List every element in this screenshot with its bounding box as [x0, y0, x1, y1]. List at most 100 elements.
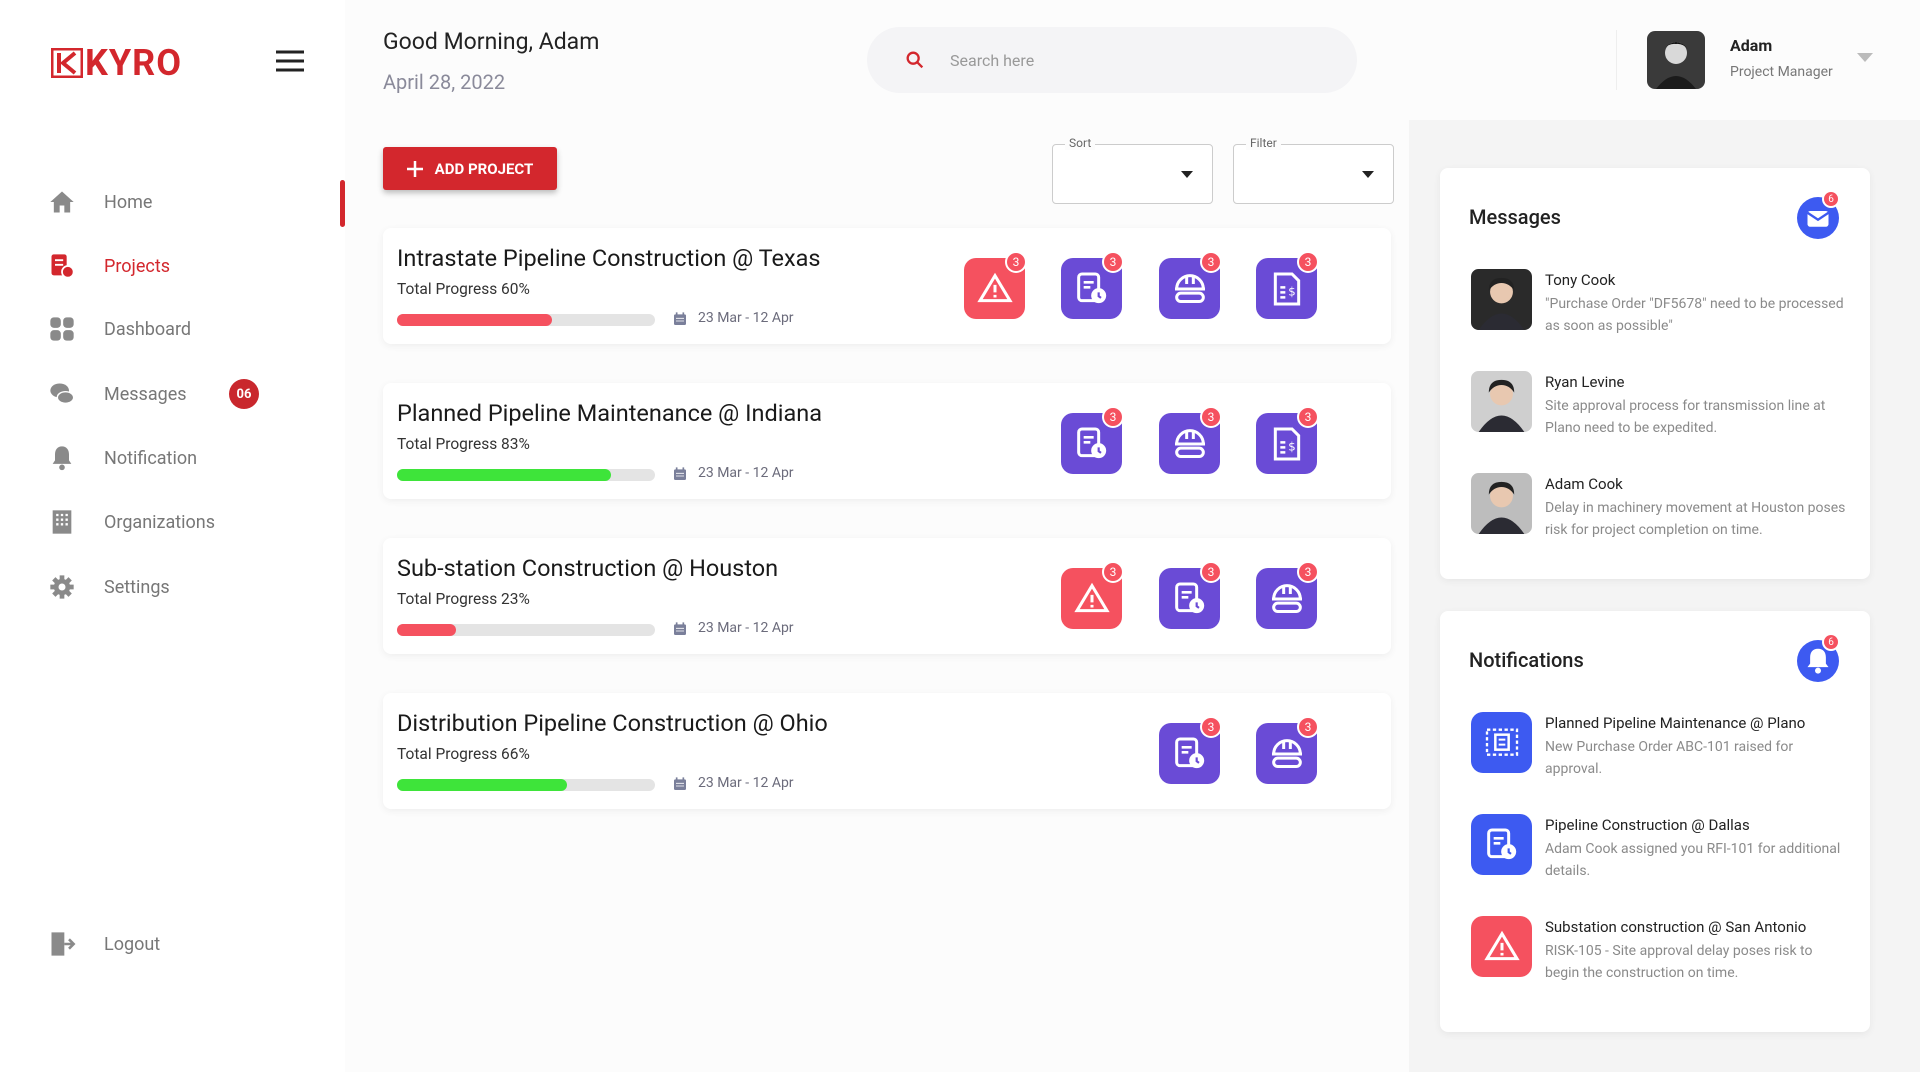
count-badge: 3: [1297, 251, 1319, 273]
calendar-icon-glyph: [674, 467, 686, 480]
avatar: [1471, 269, 1532, 334]
project-title: Intrastate Pipeline Construction @ Texas: [397, 244, 821, 272]
safety-glyph: [1174, 428, 1205, 458]
progress-track: [397, 779, 655, 791]
nav-label: Projects: [104, 255, 170, 277]
nav-item[interactable]: Settings: [48, 567, 308, 607]
project-card[interactable]: Distribution Pipeline Construction @ Ohi…: [383, 693, 1391, 809]
notification-text: New Purchase Order ABC-101 raised for ap…: [1545, 739, 1794, 777]
svg-text:$: $: [1288, 439, 1295, 453]
add-project-button[interactable]: ADD PROJECT: [383, 147, 557, 190]
risk-glyph: [976, 272, 1013, 302]
user-menu-caret[interactable]: [1857, 53, 1873, 63]
notification-title: Planned Pipeline Maintenance @ Plano: [1545, 714, 1806, 732]
notification-text: RISK-105 - Site approval delay poses ris…: [1545, 943, 1813, 981]
menu-button[interactable]: [276, 50, 304, 72]
add-project-label: ADD PROJECT: [434, 159, 534, 178]
plus-icon: [406, 160, 423, 177]
progress-label: Total Progress 83%: [397, 435, 530, 453]
risk-glyph: [1483, 930, 1520, 960]
nav-item[interactable]: Dashboard: [48, 309, 308, 349]
project-title: Distribution Pipeline Construction @ Ohi…: [397, 709, 828, 737]
rfi-glyph: [1174, 582, 1204, 613]
count-badge: 3: [1200, 561, 1222, 583]
date-range: 23 Mar - 12 Apr: [698, 465, 794, 481]
nav-label: Messages: [104, 383, 187, 405]
user-role: Project Manager: [1730, 64, 1833, 80]
rfi-glyph: [1486, 828, 1516, 859]
message-text: Site approval process for transmission l…: [1545, 398, 1826, 436]
rfi-glyph: [1076, 272, 1106, 303]
logout-icon-glyph: [51, 932, 76, 956]
nav-icon: [48, 252, 76, 284]
user-name: Adam: [1730, 36, 1773, 55]
notifications-title: Notifications: [1469, 648, 1584, 672]
nav-badge: 06: [229, 379, 259, 409]
search-placeholder: Search here: [950, 50, 1035, 70]
nav-item[interactable]: Notification: [48, 438, 308, 478]
progress-fill: [397, 469, 612, 481]
sort-select[interactable]: Sort: [1052, 136, 1213, 204]
nav-item[interactable]: Organizations: [48, 502, 308, 542]
doc-glyph: $: [1273, 272, 1300, 305]
notification-title: Pipeline Construction @ Dallas: [1545, 816, 1750, 834]
project-card[interactable]: Sub-station Construction @ Houston Total …: [383, 538, 1391, 654]
progress-track: [397, 469, 655, 481]
brand[interactable]: KYRO: [51, 42, 182, 84]
message-text: Delay in machinery movement at Houston p…: [1545, 500, 1846, 538]
count-badge: 3: [1200, 251, 1222, 273]
nav-item[interactable]: Projects: [48, 246, 308, 286]
search-box[interactable]: Search here: [867, 27, 1357, 93]
calendar-icon-glyph: [674, 312, 686, 325]
nav-icon-glyph: [51, 254, 75, 279]
avatar-glyph: [1471, 371, 1532, 432]
progress-label: Total Progress 23%: [397, 590, 530, 608]
nav-icon: [48, 380, 76, 412]
nav-icon-glyph: [52, 446, 72, 471]
date-range: 23 Mar - 12 Apr: [698, 620, 794, 636]
greeting: Good Morning, Adam: [383, 28, 600, 55]
rfi-glyph: [1174, 737, 1204, 768]
avatar: [1471, 473, 1532, 538]
notifications-badge: 6: [1822, 633, 1840, 651]
nav-label: Notification: [104, 447, 198, 469]
user-avatar[interactable]: [1647, 31, 1705, 89]
date-range: 23 Mar - 12 Apr: [698, 775, 794, 791]
svg-text:$: $: [1288, 284, 1295, 298]
nav-label: Settings: [104, 576, 170, 598]
notification-title: Substation construction @ San Antonio: [1545, 918, 1807, 936]
messages-title: Messages: [1469, 205, 1561, 229]
nav-item[interactable]: Home: [48, 182, 308, 222]
logout[interactable]: Logout: [48, 924, 308, 964]
plan-icon[interactable]: [1471, 712, 1532, 773]
filter-select[interactable]: Filter: [1233, 136, 1394, 204]
safety-glyph: [1271, 738, 1302, 768]
risk-glyph: [1073, 582, 1110, 612]
sender-name: Ryan Levine: [1545, 373, 1625, 391]
sort-label: Sort: [1065, 136, 1096, 150]
count-badge: 3: [1005, 251, 1027, 273]
nav-icon: [48, 315, 76, 347]
risk-icon[interactable]: [1471, 916, 1532, 977]
rfi-icon[interactable]: [1471, 814, 1532, 875]
nav-item[interactable]: Messages 06: [48, 374, 308, 414]
calendar-icon: [672, 776, 688, 796]
calendar-icon: [672, 466, 688, 486]
doc-glyph: $: [1273, 427, 1300, 460]
safety-glyph: [1271, 583, 1302, 613]
search-icon: [906, 51, 924, 69]
avatar-glyph: [1471, 269, 1532, 330]
project-card[interactable]: Planned Pipeline Maintenance @ Indiana To…: [383, 383, 1391, 499]
sender-name: Adam Cook: [1545, 475, 1623, 493]
progress-fill: [397, 314, 552, 326]
notification-text: Adam Cook assigned you RFI-101 for addit…: [1545, 841, 1841, 879]
logout-icon: [48, 930, 76, 962]
rfi-icon[interactable]: [1159, 723, 1220, 784]
rfi-glyph: [1076, 427, 1106, 458]
calendar-icon: [672, 621, 688, 641]
count-badge: 3: [1297, 561, 1319, 583]
calendar-icon-glyph: [674, 622, 686, 635]
project-card[interactable]: Intrastate Pipeline Construction @ Texas…: [383, 228, 1391, 344]
nav-label: Dashboard: [104, 318, 192, 340]
